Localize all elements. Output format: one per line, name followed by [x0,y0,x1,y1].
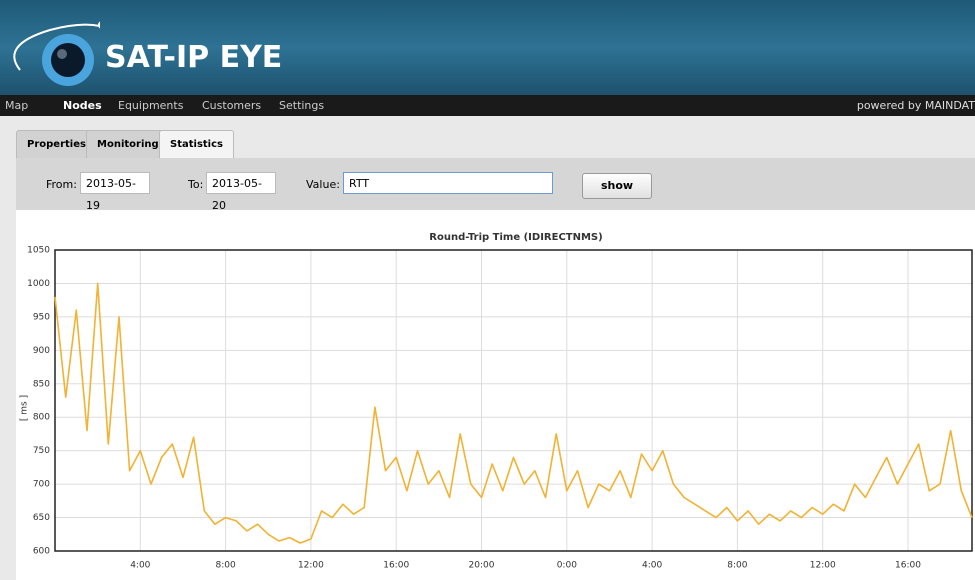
show-button[interactable]: show [582,173,652,199]
nav-bar: powered by MAINDAT Map Nodes Equipments Cus… [0,95,975,116]
tab[interactable]: Properties [16,130,97,159]
nav-item[interactable]: Map [5,99,29,112]
nav-item[interactable]: Nodes [63,99,102,112]
tab[interactable]: Monitoring [86,130,170,159]
data-line [54,282,973,544]
value-label: Value: [306,178,340,191]
y-tick-label: 950 [33,312,50,322]
tab[interactable]: Statistics [159,130,234,159]
powered-by: powered by MAINDAT [856,99,975,112]
x-tick-label: 16:00 [895,561,921,571]
x-tick-label: 4:00 [642,561,662,571]
filter-form: From: 2013-05-19 To: 2013-05-20 Value: R… [16,158,975,212]
nav-item[interactable]: Customers [202,99,262,112]
from-label: From: [46,178,77,191]
y-tick-label: 850 [33,379,50,389]
x-tick-label: 12:00 [810,561,836,571]
chart-title: Round-Trip Time (IDIRECTNMS) [429,232,602,243]
y-axis-label: [ ms ] [20,395,30,421]
y-tick-label: 800 [33,413,50,423]
x-tick-label: 8:00 [215,561,235,571]
from-input[interactable]: 2013-05-19 [80,172,150,212]
nav-item[interactable]: Equipments [118,99,184,112]
x-tick-label: 8:00 [727,561,747,571]
y-tick-label: 600 [33,547,50,557]
logo [13,21,100,86]
x-tick-label: 4:00 [130,561,150,571]
plot-frame [54,249,973,552]
header: SAT-IP EYE [0,0,975,95]
x-tick-label: 12:00 [298,561,324,571]
y-tick-label: 900 [33,346,50,356]
y-tick-label: 650 [33,513,50,523]
y-tick-label: 1000 [27,279,50,289]
x-tick-label: 20:00 [469,561,495,571]
y-tick-label: 700 [33,480,50,490]
to-input[interactable]: 2013-05-20 [206,172,276,212]
value-select[interactable]: RTT [343,172,553,194]
x-tick-label: 0:00 [557,561,577,571]
y-tick-label: 750 [33,446,50,456]
to-label: To: [188,178,204,191]
x-tick-label: 16:00 [383,561,409,571]
chart: Round-Trip Time (IDIRECTNMS) [ ms ] 600 6… [16,210,975,580]
app-title: SAT-IP EYE [105,40,283,75]
nav-item[interactable]: Settings [279,99,325,112]
y-tick-label: 1050 [27,246,50,256]
